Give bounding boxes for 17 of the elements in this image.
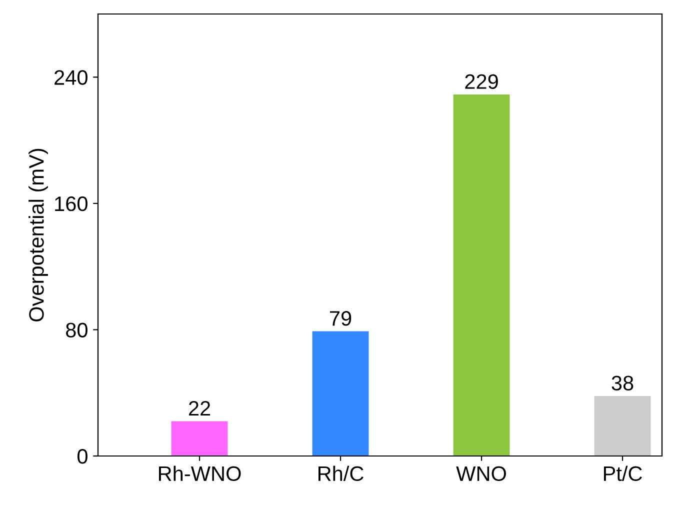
- y-tick-label: 240: [54, 70, 88, 85]
- x-tick-label: Rh/C: [318, 466, 364, 482]
- x-tick-label: Pt/C: [604, 466, 642, 482]
- y-tick-label: 160: [55, 196, 88, 212]
- bar: [312, 331, 369, 456]
- data-label: 229: [465, 74, 498, 89]
- data-label: 38: [612, 376, 634, 391]
- bar: [453, 94, 510, 456]
- bar: [171, 421, 228, 456]
- bar: [594, 396, 651, 456]
- data-label: 22: [188, 401, 210, 416]
- y-tick-label: 80: [66, 322, 88, 338]
- x-tick-label: WNO: [456, 466, 506, 482]
- x-tick-label: Rh-WNO: [158, 466, 241, 482]
- y-axis-title: Overpotential (mV): [28, 148, 48, 322]
- y-tick-label: 0: [78, 449, 88, 464]
- data-label: 79: [330, 311, 352, 326]
